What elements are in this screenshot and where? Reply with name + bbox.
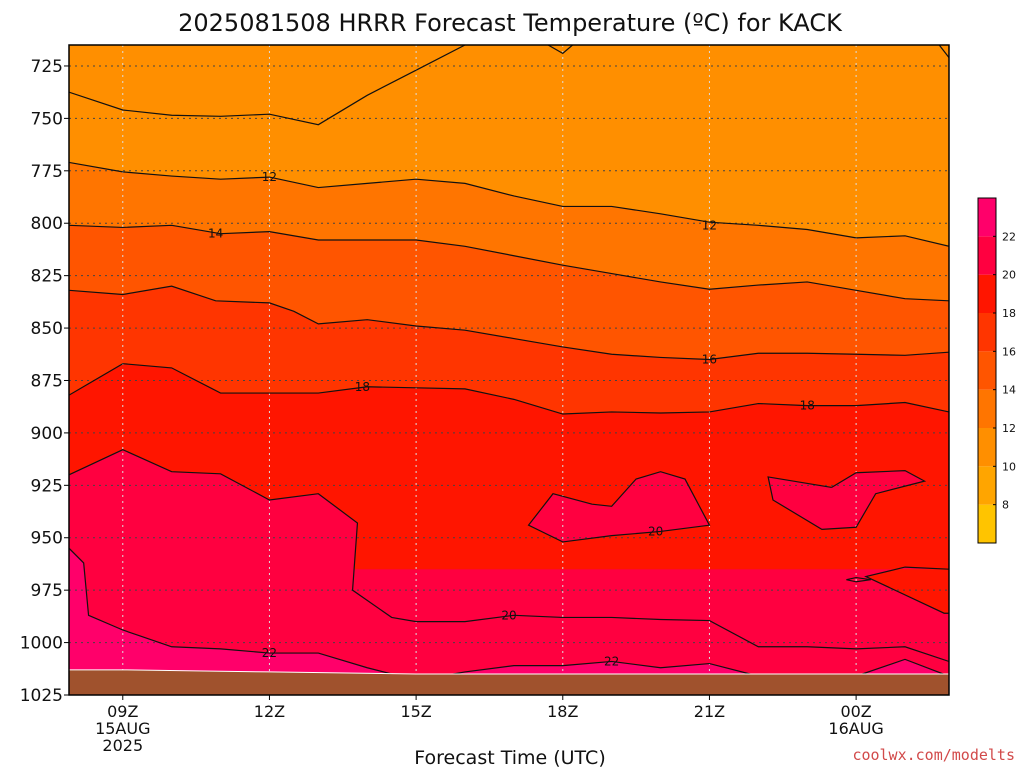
contour-20-9 [767,470,927,530]
y-tick-label-8: 925 [31,476,63,496]
colorbar-swatch-6 [978,274,996,313]
y-tick-label-7: 900 [31,424,63,444]
colorbar-swatch-8 [978,198,996,237]
y-tick-label-9: 950 [31,529,63,549]
colorbar-label-4: 16 [1002,345,1016,358]
y-tick-label-3: 800 [31,214,63,234]
colorbar-label-7: 22 [1002,230,1016,243]
y-tick-label-11: 1000 [20,634,63,654]
contour-label-4: 18 [355,380,370,394]
contour-20-10 [864,566,949,614]
contour-label-0: 12 [262,170,277,184]
x-tick-sublabel-0-0: 15AUG [95,719,150,738]
x-tick-sublabel-0-1: 2025 [102,736,143,755]
plot-frame [68,44,950,696]
y-axis: 725 750 775 800 825 850 875 900 925 950 975 1000 102… [20,57,69,706]
colorbar-swatch-1 [978,466,996,505]
colorbar-label-3: 14 [1002,384,1016,397]
contour-label-9: 22 [604,654,619,668]
colorbar-swatch-0 [978,504,996,543]
x-axis-label: Forecast Time (UTC) [414,747,605,768]
contour-label-2: 12 [702,218,717,232]
x-tick-label-4: 21Z [694,702,725,721]
contour-10-1 [938,45,949,58]
y-tick-label-0: 725 [31,57,63,77]
contour-20-11 [846,576,871,583]
colorbar-swatch-4 [978,351,996,390]
x-tick-label-5: 00Z [840,702,871,721]
contour-16-5 [69,285,949,361]
y-tick-label-12: 1025 [20,686,63,706]
colorbar-label-6: 20 [1002,269,1016,282]
x-tick-label-0: 09Z [107,702,138,721]
fill-band-22-12 [69,548,949,695]
contour-10-2 [547,45,573,55]
colorbar-swatch-3 [978,389,996,428]
y-tick-label-6: 875 [31,371,63,391]
colorbar: 8 10 12 14 16 18 20 22 [977,197,1016,544]
fill-band-20-8 [528,471,710,542]
x-tick-sublabel-5-0: 16AUG [828,719,883,738]
contour-18-6 [69,363,949,415]
contour-label-5: 18 [800,399,815,413]
contour-10-0 [69,45,466,126]
y-tick-label-5: 850 [31,319,63,339]
contour-14-4 [69,224,949,302]
credit-text: coolwx.com/modelts [852,746,1015,764]
y-tick-label-1: 750 [31,109,63,129]
x-tick-label-2: 15Z [400,702,431,721]
x-tick-label-1: 12Z [254,702,285,721]
grid [69,45,949,695]
ground-fill [69,669,949,695]
contour-label-7: 20 [501,608,516,622]
temperature-fill [69,45,949,695]
y-tick-label-2: 775 [31,162,63,182]
x-tick-label-3: 18Z [547,702,578,721]
contour-20-8 [527,471,711,543]
contour-label-8: 22 [262,646,277,660]
contour-label-1: 14 [208,227,223,241]
contour-lines: 12 14 12 16 18 18 20 20 22 22 [69,45,949,684]
ground-surface [69,669,949,695]
colorbar-swatch-2 [978,428,996,467]
colorbar-label-1: 10 [1002,460,1016,473]
colorbar-swatch-5 [978,313,996,352]
y-tick-label-4: 825 [31,267,63,287]
contour-label-6: 20 [648,524,663,538]
contour-20-7 [69,449,949,663]
colorbar-frame [977,197,997,544]
colorbar-label-5: 18 [1002,307,1016,320]
chart-title: 2025081508 HRRR Forecast Temperature (ºC… [178,9,843,37]
colorbar-label-2: 12 [1002,422,1016,435]
contour-12-3 [69,161,949,247]
colorbar-label-0: 8 [1002,499,1009,512]
y-tick-label-10: 975 [31,581,63,601]
colorbar-swatch-7 [978,236,996,275]
contour-label-3: 16 [702,353,717,367]
